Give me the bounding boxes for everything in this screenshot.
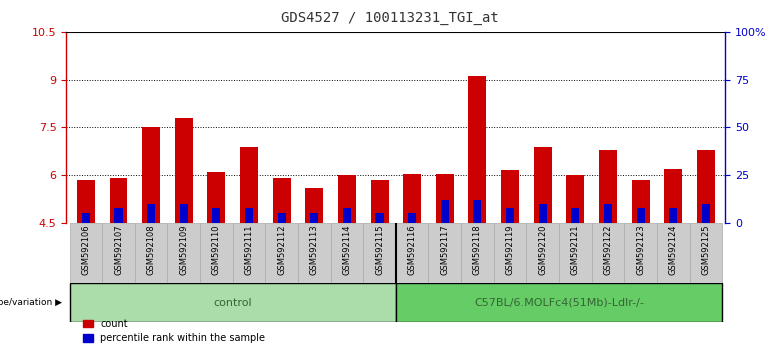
- Text: GSM592113: GSM592113: [310, 225, 319, 275]
- Bar: [657, 223, 690, 283]
- Text: GSM592112: GSM592112: [277, 225, 286, 275]
- Bar: [310, 213, 318, 223]
- Text: GSM592120: GSM592120: [538, 225, 548, 275]
- Bar: [245, 208, 253, 223]
- Bar: [77, 180, 95, 223]
- Bar: [604, 204, 612, 223]
- Bar: [200, 223, 232, 283]
- Bar: [240, 147, 258, 223]
- Text: GSM592110: GSM592110: [212, 225, 221, 275]
- Bar: [396, 223, 428, 283]
- Bar: [665, 169, 682, 223]
- Bar: [168, 223, 200, 283]
- Bar: [375, 213, 384, 223]
- Text: control: control: [214, 298, 252, 308]
- Bar: [636, 208, 644, 223]
- Bar: [298, 223, 331, 283]
- Bar: [102, 223, 135, 283]
- Bar: [135, 223, 168, 283]
- Bar: [69, 283, 396, 322]
- Text: GSM592108: GSM592108: [147, 225, 156, 275]
- Bar: [559, 223, 591, 283]
- Bar: [343, 208, 351, 223]
- Bar: [305, 188, 323, 223]
- Bar: [179, 204, 188, 223]
- Bar: [501, 170, 519, 223]
- Bar: [370, 180, 388, 223]
- Bar: [338, 175, 356, 223]
- Bar: [265, 223, 298, 283]
- Bar: [697, 150, 714, 223]
- Bar: [403, 174, 421, 223]
- Bar: [278, 213, 285, 223]
- Bar: [232, 223, 265, 283]
- Bar: [82, 213, 90, 223]
- Bar: [461, 223, 494, 283]
- Text: GSM592119: GSM592119: [505, 225, 515, 275]
- Bar: [147, 204, 155, 223]
- Text: C57BL/6.MOLFc4(51Mb)-Ldlr-/-: C57BL/6.MOLFc4(51Mb)-Ldlr-/-: [474, 298, 644, 308]
- Bar: [534, 147, 551, 223]
- Bar: [69, 223, 102, 283]
- Bar: [469, 76, 487, 223]
- Text: GSM592122: GSM592122: [604, 225, 612, 275]
- Bar: [506, 208, 514, 223]
- Text: GSM592107: GSM592107: [114, 225, 123, 275]
- Text: GSM592118: GSM592118: [473, 225, 482, 275]
- Bar: [115, 208, 122, 223]
- Bar: [109, 178, 127, 223]
- Text: GSM592116: GSM592116: [408, 225, 417, 275]
- Text: GSM592125: GSM592125: [701, 225, 711, 275]
- Bar: [591, 223, 624, 283]
- Text: GSM592123: GSM592123: [636, 225, 645, 275]
- Bar: [428, 223, 461, 283]
- Text: GSM592115: GSM592115: [375, 225, 384, 275]
- Bar: [632, 180, 650, 223]
- Text: genotype/variation ▶: genotype/variation ▶: [0, 298, 62, 307]
- Bar: [702, 204, 710, 223]
- Bar: [175, 118, 193, 223]
- Bar: [539, 204, 547, 223]
- Bar: [212, 208, 221, 223]
- Bar: [408, 213, 417, 223]
- Text: GSM592109: GSM592109: [179, 225, 188, 275]
- Bar: [690, 223, 722, 283]
- Bar: [273, 178, 291, 223]
- Bar: [669, 208, 677, 223]
- Bar: [396, 283, 722, 322]
- Bar: [494, 223, 526, 283]
- Text: GSM592111: GSM592111: [244, 225, 254, 275]
- Bar: [363, 223, 396, 283]
- Bar: [331, 223, 363, 283]
- Text: GSM592124: GSM592124: [668, 225, 678, 275]
- Bar: [526, 223, 559, 283]
- Text: GSM592117: GSM592117: [440, 225, 449, 275]
- Bar: [207, 172, 225, 223]
- Bar: [142, 127, 160, 223]
- Bar: [624, 223, 657, 283]
- Bar: [571, 208, 580, 223]
- Text: GSM592106: GSM592106: [81, 225, 90, 275]
- Text: GDS4527 / 100113231_TGI_at: GDS4527 / 100113231_TGI_at: [281, 11, 499, 25]
- Bar: [566, 175, 584, 223]
- Legend: count, percentile rank within the sample: count, percentile rank within the sample: [79, 315, 269, 347]
- Text: GSM592114: GSM592114: [342, 225, 352, 275]
- Bar: [599, 150, 617, 223]
- Bar: [473, 200, 481, 223]
- Bar: [436, 174, 454, 223]
- Text: GSM592121: GSM592121: [571, 225, 580, 275]
- Bar: [441, 200, 448, 223]
